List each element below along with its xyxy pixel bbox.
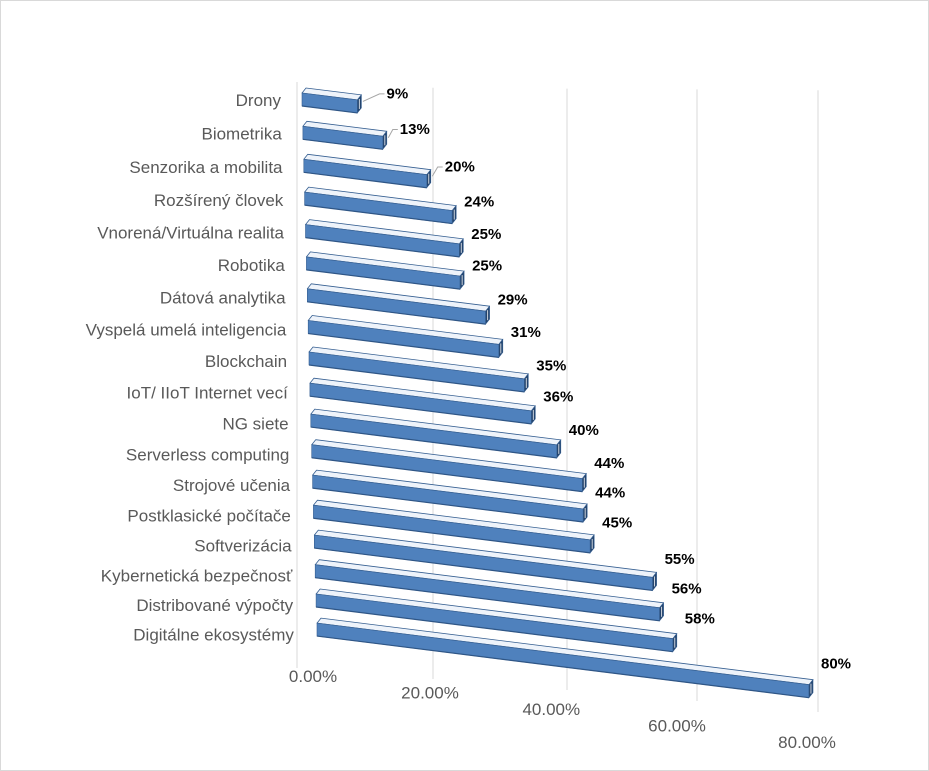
bar-7 [306,283,491,326]
bar-bottom-edge [306,269,461,290]
bar-bottom-edge [314,547,653,592]
bar-5 [305,219,464,258]
bars [301,87,814,699]
data-label: 31% [511,324,541,341]
category-label: Vyspelá umelá inteligencia [86,320,287,339]
bar-bottom-edge [316,606,673,653]
bar-2 [302,120,388,151]
bar-18 [316,617,814,699]
bar-bottom-edge [305,237,460,258]
data-label: 80% [821,656,851,673]
x-tick-label: 0.00% [289,667,337,686]
data-label: 35% [536,358,566,375]
leader-line [387,129,398,139]
bar-13 [312,469,588,523]
bar-9 [308,346,529,393]
data-label: 29% [498,292,528,309]
category-label: Softverizácia [194,537,292,556]
bar-10 [309,377,536,425]
data-label: 56% [672,581,702,598]
category-label: Postklasické počítače [127,507,290,526]
category-label: Distribované výpočty [136,596,293,615]
bar-17 [315,588,678,653]
data-label: 36% [543,389,573,406]
bar-12 [311,439,587,493]
bar-14 [312,499,595,554]
bar-bottom-edge [303,171,427,189]
gridlines [296,82,819,712]
category-label: Robotika [218,256,286,275]
category-label: Digitálne ekosystémy [133,625,294,644]
category-label: IoT/ IIoT Internet vecí [127,383,289,402]
category-label: Biometrika [201,125,282,144]
bar-11 [310,408,562,459]
data-label: 44% [595,484,625,501]
category-label: Rozšírený človek [154,191,284,210]
leader-line [431,166,443,177]
category-label: Blockchain [205,352,287,371]
bar-bottom-edge [307,301,486,325]
data-label: 20% [445,159,475,176]
data-labels: 9% 13% 20% 24% 25% 25% 29% 31% 35% 36% 40% 44% 44% 45… [362,85,851,673]
bar-6 [305,251,465,290]
bar-8 [307,315,504,359]
category-label: Kybernetická bezpečnosť [101,566,293,585]
bar-4 [304,186,457,225]
x-tick-label: 80.00% [778,733,836,752]
category-label: Dátová analytika [160,288,286,307]
data-label: 9% [387,85,409,102]
bar-16 [314,559,664,622]
data-label: 55% [665,551,695,568]
x-tick-label: 40.00% [522,700,580,719]
bar-bottom-edge [301,105,358,114]
bar-15 [313,529,657,592]
data-label: 40% [569,422,599,439]
x-tick-label: 20.00% [401,684,459,703]
bar-bottom-edge [304,204,453,225]
category-label: Drony [236,91,282,110]
bar-3 [303,153,432,189]
bar-bottom-edge [312,487,584,523]
data-label: 24% [464,194,494,211]
x-tick-label: 60.00% [648,717,706,736]
bar-bottom-edge [308,364,525,393]
bar-bottom-edge [316,635,810,699]
bar-1 [301,87,362,114]
category-label: Vnorená/Virtuálna realita [97,224,284,243]
x-axis: 0.00% 20.00% 40.00% 60.00% 80.00% [289,667,836,752]
category-axis: Drony Biometrika Senzorika a mobilita Rozší… [86,91,295,644]
bar-bottom-edge [311,457,583,493]
category-label: Senzorika a mobilita [129,158,283,177]
bar-bottom-edge [313,517,591,554]
data-label: 44% [594,455,624,472]
data-label: 58% [685,611,715,628]
data-label: 25% [471,226,501,243]
category-label: NG siete [222,415,288,434]
bar-bottom-edge [308,332,499,359]
bar-bottom-edge [302,138,383,150]
data-label: 45% [602,514,632,531]
bar-bottom-edge [310,426,557,459]
leader-line [362,93,385,102]
bar-bottom-edge [309,395,532,425]
category-label: Serverless computing [126,446,289,465]
data-label: 25% [472,257,502,274]
category-label: Strojové učenia [173,476,291,495]
bar-bottom-edge [315,577,660,622]
data-label: 13% [400,121,430,138]
